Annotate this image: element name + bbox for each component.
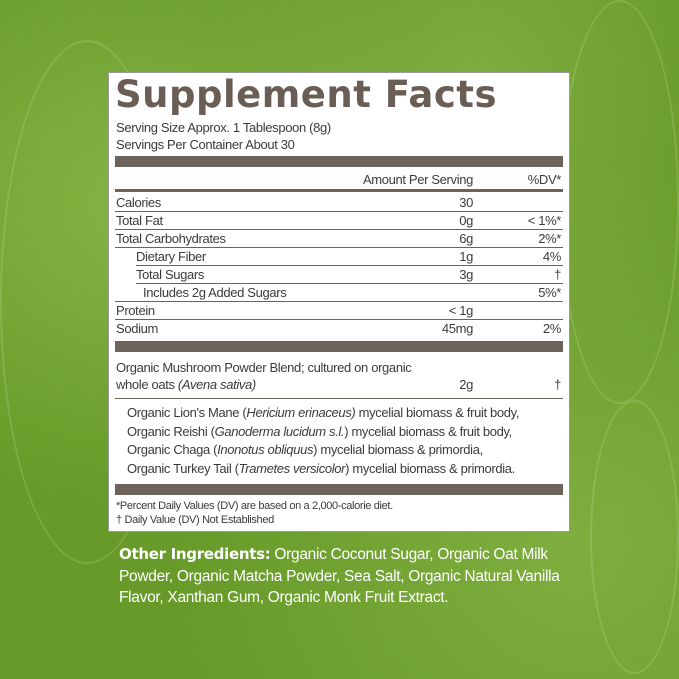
row-divider bbox=[115, 211, 563, 212]
mushroom-name: Organic Reishi ( bbox=[127, 423, 215, 439]
nutrient-label: Total Carbohydrates bbox=[116, 231, 226, 246]
dv-header: %DV* bbox=[527, 172, 562, 187]
row-divider bbox=[115, 229, 563, 230]
blend-latin: (Avena sativa) bbox=[177, 377, 256, 392]
nutrient-amount: < 1g bbox=[448, 303, 474, 318]
blend-dv: † bbox=[554, 377, 561, 392]
divider-bar bbox=[115, 341, 563, 352]
blend-line-2: whole oats (Avena sativa) bbox=[116, 377, 256, 392]
mushroom-latin: Ganoderma lucidum s.l. bbox=[214, 423, 345, 439]
mushroom-latin: Trametes versicolor bbox=[238, 460, 346, 476]
nutrient-label: Includes 2g Added Sugars bbox=[143, 285, 287, 300]
nutrient-label: Total Sugars bbox=[136, 267, 205, 282]
mushroom-part: ) mycelial biomass & primordia. bbox=[345, 460, 515, 476]
nutrient-amount: 1g bbox=[459, 249, 473, 264]
mushroom-name: Organic Chaga ( bbox=[127, 442, 218, 457]
smoke-decoration bbox=[590, 400, 679, 674]
row-divider bbox=[115, 247, 563, 248]
nutrient-amount: 45mg bbox=[441, 321, 473, 336]
other-ingredients-text: Organic Coconut Sugar, Organic Oat Milk … bbox=[119, 546, 560, 606]
nutrient-label: Sodium bbox=[116, 321, 158, 336]
divider-bar bbox=[115, 484, 563, 495]
nutrient-label: Dietary Fiber bbox=[136, 249, 206, 264]
smoke-decoration bbox=[560, 0, 679, 404]
mushroom-name: Organic Turkey Tail ( bbox=[127, 460, 239, 476]
nutrient-dv: 4% bbox=[542, 249, 561, 264]
mushroom-ingredient: Organic Chaga (Inonotus obliquus) myceli… bbox=[127, 442, 483, 457]
nutrient-dv: 5%* bbox=[538, 285, 561, 300]
supplement-facts-panel: Supplement Facts Serving Size Approx. 1 … bbox=[108, 72, 570, 532]
nutrient-amount: 30 bbox=[459, 195, 473, 210]
mushroom-ingredient: Organic Turkey Tail (Trametes versicolor… bbox=[127, 461, 515, 476]
amount-header: Amount Per Serving bbox=[362, 172, 473, 187]
row-divider bbox=[136, 265, 563, 266]
footnote-dagger: † Daily Value (DV) Not Established bbox=[116, 514, 274, 526]
nutrient-dv: 2%* bbox=[538, 231, 561, 246]
servings-per-container: Servings Per Container About 30 bbox=[116, 137, 295, 152]
nutrient-label: Calories bbox=[116, 195, 161, 210]
nutrient-label: Total Fat bbox=[116, 213, 163, 228]
row-divider bbox=[115, 301, 563, 302]
other-ingredients-label: Other Ingredients: bbox=[119, 545, 271, 563]
row-divider bbox=[115, 319, 563, 320]
nutrient-amount: 0g bbox=[459, 213, 473, 228]
mushroom-ingredient: Organic Lion's Mane (Hericium erinaceus)… bbox=[127, 405, 519, 420]
divider-line bbox=[115, 398, 563, 399]
blend-line-1: Organic Mushroom Powder Blend; cultured … bbox=[116, 360, 412, 375]
mushroom-name: Organic Lion's Mane ( bbox=[127, 405, 247, 420]
nutrient-dv: † bbox=[554, 267, 561, 282]
divider-bar bbox=[115, 156, 563, 167]
mushroom-part: mycelial biomass & fruit body, bbox=[355, 405, 520, 420]
nutrient-amount: 6g bbox=[459, 231, 473, 246]
mushroom-part: ) mycelial biomass & primordia, bbox=[313, 442, 483, 457]
nutrient-dv: < 1%* bbox=[527, 213, 562, 228]
blend-amount: 2g bbox=[459, 377, 473, 392]
mushroom-ingredient: Organic Reishi (Ganoderma lucidum s.l.) … bbox=[127, 424, 512, 439]
row-divider bbox=[136, 283, 563, 284]
nutrient-dv: 2% bbox=[542, 321, 561, 336]
divider-line bbox=[115, 189, 563, 192]
mushroom-latin: Hericium erinaceus) bbox=[246, 405, 356, 420]
panel-title: Supplement Facts bbox=[115, 73, 498, 116]
mushroom-part: ) mycelial biomass & fruit body, bbox=[344, 423, 512, 439]
nutrient-label: Protein bbox=[116, 303, 155, 318]
blend-text: whole oats bbox=[116, 377, 175, 392]
serving-size: Serving Size Approx. 1 Tablespoon (8g) bbox=[116, 120, 331, 135]
nutrient-amount: 3g bbox=[459, 267, 473, 282]
mushroom-latin: Inonotus obliquus bbox=[217, 442, 314, 457]
other-ingredients: Other Ingredients: Organic Coconut Sugar… bbox=[119, 544, 569, 609]
footnote-dv: *Percent Daily Values (DV) are based on … bbox=[116, 500, 393, 512]
